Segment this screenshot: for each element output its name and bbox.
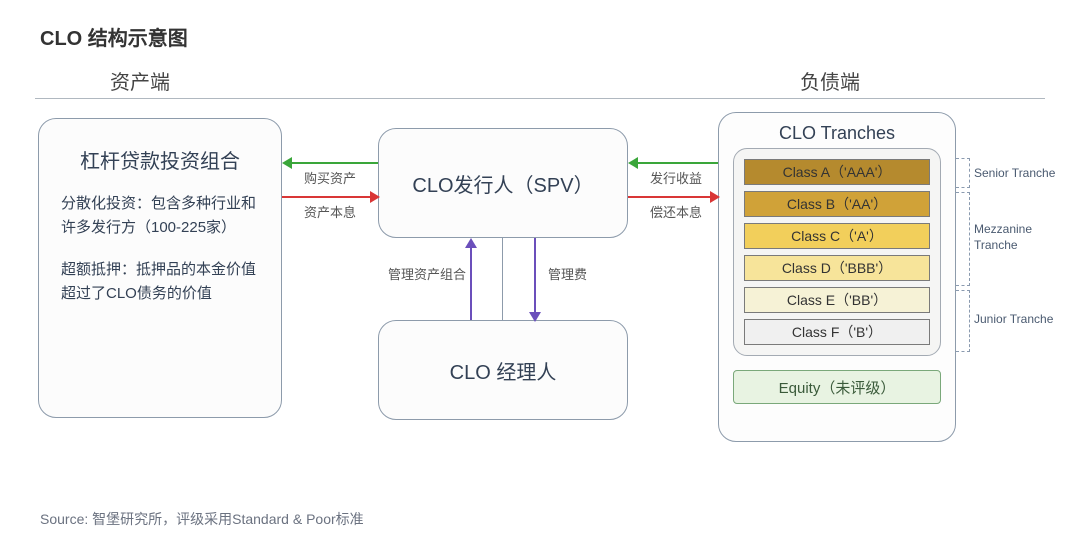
tranche-row: Class A（'AAA'） bbox=[744, 159, 930, 185]
arrowhead-repay-pi bbox=[710, 191, 720, 203]
bracket-mezz-label-2: Tranche bbox=[974, 238, 1018, 252]
bracket-junior-label: Junior Tranche bbox=[974, 312, 1053, 326]
header-divider bbox=[35, 98, 1045, 99]
arrowhead-buy-assets bbox=[282, 157, 292, 169]
portfolio-box: 杠杆贷款投资组合 分散化投资：包含多种行业和许多发行方（100-225家） 超额… bbox=[38, 118, 282, 418]
label-buy-assets: 购买资产 bbox=[304, 168, 356, 187]
label-issue-proceeds: 发行收益 bbox=[650, 168, 702, 187]
bracket-mezzanine bbox=[956, 192, 970, 286]
diagram-title: CLO 结构示意图 bbox=[40, 22, 188, 51]
arrow-mgmt-fee bbox=[534, 238, 536, 312]
tranche-row: Class F（'B'） bbox=[744, 319, 930, 345]
tranches-box: CLO Tranches Class A（'AAA'） Class B（'AA'）… bbox=[718, 112, 956, 442]
spv-title: CLO发行人（SPV） bbox=[412, 169, 593, 198]
label-manage-assets: 管理资产组合 bbox=[388, 264, 466, 283]
portfolio-title: 杠杆贷款投资组合 bbox=[39, 145, 281, 174]
bracket-mezz-label-1: Mezzanine bbox=[974, 222, 1032, 236]
source-text: Source: 智堡研究所，评级采用Standard & Poor标准 bbox=[40, 509, 364, 529]
arrow-repay-pi bbox=[628, 196, 710, 198]
portfolio-desc-2: 超额抵押：抵押品的本金价值超过了CLO债务的价值 bbox=[39, 258, 281, 306]
label-asset-pi: 资产本息 bbox=[304, 202, 356, 221]
tranche-row: Class E（'BB'） bbox=[744, 287, 930, 313]
arrow-manage-assets bbox=[470, 246, 472, 320]
asset-side-header: 资产端 bbox=[110, 66, 170, 95]
tranche-row: Class C（'A'） bbox=[744, 223, 930, 249]
spv-box: CLO发行人（SPV） bbox=[378, 128, 628, 238]
arrowhead-manage-assets bbox=[465, 238, 477, 248]
liability-side-header: 负债端 bbox=[800, 66, 860, 95]
arrow-issue-proceeds bbox=[636, 162, 718, 164]
tranche-row: Class B（'AA'） bbox=[744, 191, 930, 217]
tranches-title: CLO Tranches bbox=[733, 123, 941, 144]
label-repay-pi: 偿还本息 bbox=[650, 202, 702, 221]
portfolio-desc-1: 分散化投资：包含多种行业和许多发行方（100-225家） bbox=[39, 192, 281, 240]
arrowhead-issue-proceeds bbox=[628, 157, 638, 169]
arrow-asset-pi bbox=[282, 196, 370, 198]
arrow-buy-assets bbox=[290, 162, 378, 164]
bracket-junior bbox=[956, 290, 970, 352]
manager-title: CLO 经理人 bbox=[450, 356, 557, 385]
equity-tranche: Equity（未评级） bbox=[733, 370, 941, 404]
arrowhead-mgmt-fee bbox=[529, 312, 541, 322]
arrowhead-asset-pi bbox=[370, 191, 380, 203]
label-mgmt-fee: 管理费 bbox=[548, 264, 587, 283]
manager-box: CLO 经理人 bbox=[378, 320, 628, 420]
tranches-inner: Class A（'AAA'） Class B（'AA'） Class C（'A'） C… bbox=[733, 148, 941, 356]
tranche-row: Class D（'BBB'） bbox=[744, 255, 930, 281]
bracket-senior-label: Senior Tranche bbox=[974, 166, 1055, 180]
bracket-senior bbox=[956, 158, 970, 188]
spv-manager-divider bbox=[502, 238, 503, 320]
